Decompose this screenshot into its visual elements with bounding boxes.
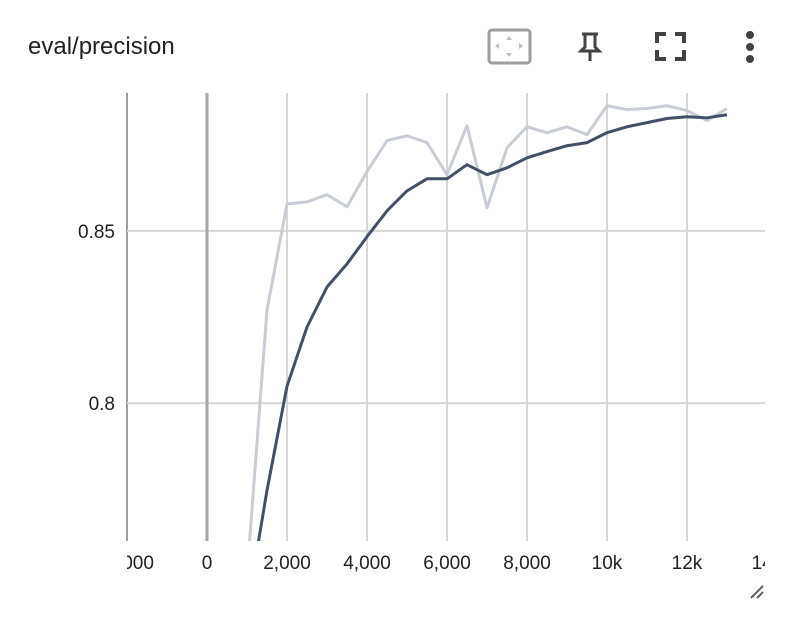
pin-button[interactable] [577, 32, 603, 61]
x-tick-label: 8,000 [503, 553, 551, 574]
x-tick-label: 10k [592, 553, 623, 574]
fit-button[interactable] [487, 28, 532, 65]
x-tick-label: -2,000 [100, 553, 154, 574]
menu-button[interactable] [746, 31, 754, 63]
series-line [257, 113, 728, 541]
series-line [248, 104, 728, 541]
x-tick-label: 4,000 [343, 553, 391, 574]
chart-title: eval/precision [28, 33, 175, 60]
x-tick-label: 12k [672, 553, 703, 574]
y-tick-label: 0.8 [89, 394, 115, 415]
x-tick-label: 0 [202, 553, 213, 574]
x-tick-label: 14k [752, 553, 783, 574]
resize-handle[interactable] [750, 585, 764, 599]
fullscreen-button[interactable] [655, 32, 686, 61]
x-tick-label: 6,000 [423, 553, 471, 574]
x-tick-label: 2,000 [263, 553, 311, 574]
y-tick-label: 0.85 [78, 222, 115, 243]
